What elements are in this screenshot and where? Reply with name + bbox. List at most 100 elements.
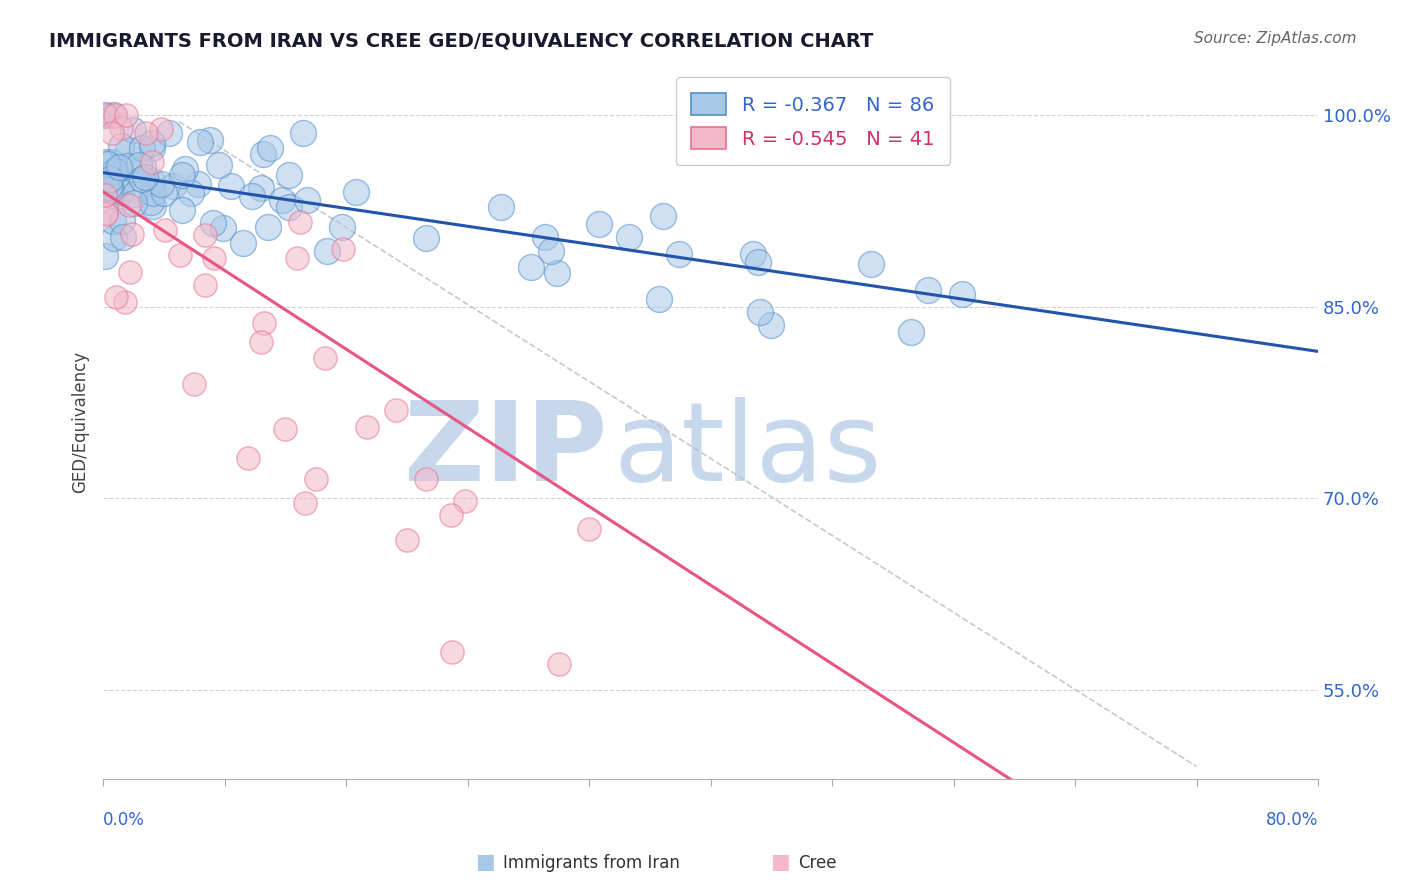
Point	[122, 195, 145, 210]
Point	[115, 108, 138, 122]
Point	[188, 136, 211, 150]
Point	[252, 316, 274, 330]
Point	[110, 185, 132, 199]
Point	[170, 202, 193, 217]
Point	[141, 136, 163, 151]
Point	[117, 159, 139, 173]
Point	[617, 230, 640, 244]
Point	[749, 304, 772, 318]
Point	[747, 255, 769, 269]
Point	[198, 133, 221, 147]
Text: IMMIGRANTS FROM IRAN VS CREE GED/EQUIVALENCY CORRELATION CHART: IMMIGRANTS FROM IRAN VS CREE GED/EQUIVAL…	[49, 31, 873, 50]
Point	[252, 146, 274, 161]
Point	[202, 251, 225, 265]
Point	[588, 217, 610, 231]
Text: ■: ■	[475, 853, 495, 872]
Point	[101, 126, 124, 140]
Point	[94, 177, 117, 191]
Point	[96, 157, 118, 171]
Point	[139, 195, 162, 210]
Point	[117, 144, 139, 158]
Point	[208, 158, 231, 172]
Text: Source: ZipAtlas.com: Source: ZipAtlas.com	[1194, 31, 1357, 46]
Point	[172, 168, 194, 182]
Text: 0.0%: 0.0%	[103, 811, 145, 830]
Point	[153, 222, 176, 236]
Point	[540, 244, 562, 258]
Point	[134, 170, 156, 185]
Point	[169, 248, 191, 262]
Point	[141, 154, 163, 169]
Point	[211, 221, 233, 235]
Point	[194, 228, 217, 243]
Point	[104, 164, 127, 178]
Point	[141, 141, 163, 155]
Point	[142, 199, 165, 213]
Point	[173, 161, 195, 176]
Point	[131, 160, 153, 174]
Point	[489, 200, 512, 214]
Point	[454, 493, 477, 508]
Point	[314, 351, 336, 365]
Point	[149, 177, 172, 191]
Point	[153, 186, 176, 200]
Point	[232, 236, 254, 251]
Point	[121, 227, 143, 241]
Point	[668, 247, 690, 261]
Point	[94, 207, 117, 221]
Point	[219, 179, 242, 194]
Text: ■: ■	[770, 853, 790, 872]
Point	[900, 325, 922, 339]
Point	[111, 213, 134, 227]
Point	[546, 266, 568, 280]
Point	[648, 292, 671, 306]
Point	[118, 198, 141, 212]
Point	[759, 318, 782, 332]
Y-axis label: GED/Equivalency: GED/Equivalency	[72, 351, 89, 492]
Point	[395, 533, 418, 548]
Point	[240, 189, 263, 203]
Point	[415, 472, 437, 486]
Point	[305, 472, 328, 486]
Point	[103, 108, 125, 122]
Point	[111, 176, 134, 190]
Point	[741, 247, 763, 261]
Point	[110, 121, 132, 136]
Point	[183, 376, 205, 391]
Point	[440, 508, 463, 522]
Point	[157, 126, 180, 140]
Point	[103, 164, 125, 178]
Point	[110, 139, 132, 153]
Point	[274, 422, 297, 436]
Point	[330, 219, 353, 234]
Point	[122, 123, 145, 137]
Point	[520, 260, 543, 274]
Point	[97, 180, 120, 194]
Point	[103, 230, 125, 244]
Point	[162, 178, 184, 193]
Point	[180, 186, 202, 201]
Point	[101, 214, 124, 228]
Point	[141, 174, 163, 188]
Point	[290, 215, 312, 229]
Point	[101, 187, 124, 202]
Point	[131, 140, 153, 154]
Point	[131, 172, 153, 186]
Text: ZIP: ZIP	[404, 397, 607, 504]
Point	[114, 295, 136, 310]
Point	[356, 420, 378, 434]
Point	[952, 287, 974, 301]
Point	[94, 206, 117, 220]
Point	[578, 522, 600, 536]
Point	[285, 251, 308, 265]
Point	[533, 230, 555, 244]
Point	[277, 200, 299, 214]
Point	[118, 265, 141, 279]
Point	[250, 181, 273, 195]
Point	[194, 277, 217, 292]
Text: Cree: Cree	[799, 855, 837, 872]
Legend: R = -0.367   N = 86, R = -0.545   N = 41: R = -0.367 N = 86, R = -0.545 N = 41	[676, 78, 950, 165]
Point	[96, 154, 118, 169]
Point	[547, 657, 569, 672]
Point	[860, 257, 883, 271]
